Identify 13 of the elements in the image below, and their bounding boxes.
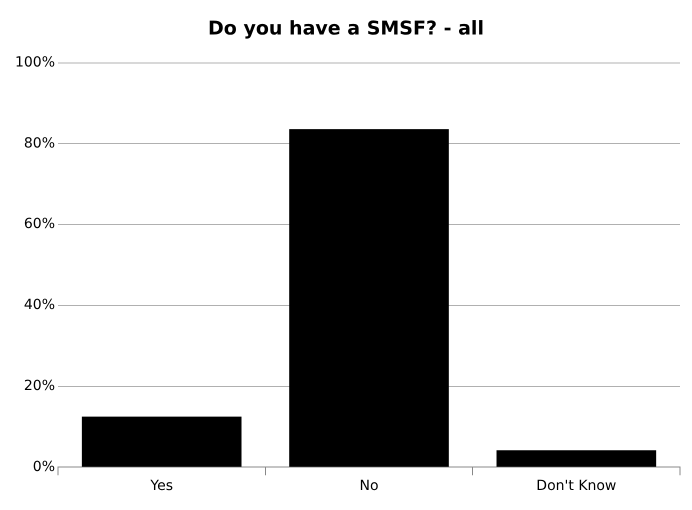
bar <box>82 416 242 467</box>
y-tick-label: 80% <box>24 135 56 152</box>
bar <box>289 129 449 467</box>
y-tick-label: 20% <box>24 378 56 394</box>
x-tick-label: Yes <box>149 478 173 494</box>
y-tick-label: 0% <box>32 458 56 475</box>
x-tick-label: No <box>359 478 379 494</box>
chart-title: Do you have a SMSF? - all <box>208 17 484 40</box>
x-tick-label: Don't Know <box>536 478 616 494</box>
y-tick-label: 40% <box>24 297 56 314</box>
bar <box>496 450 656 467</box>
y-tick-label: 100% <box>14 54 56 70</box>
y-tick-label: 60% <box>24 216 56 232</box>
